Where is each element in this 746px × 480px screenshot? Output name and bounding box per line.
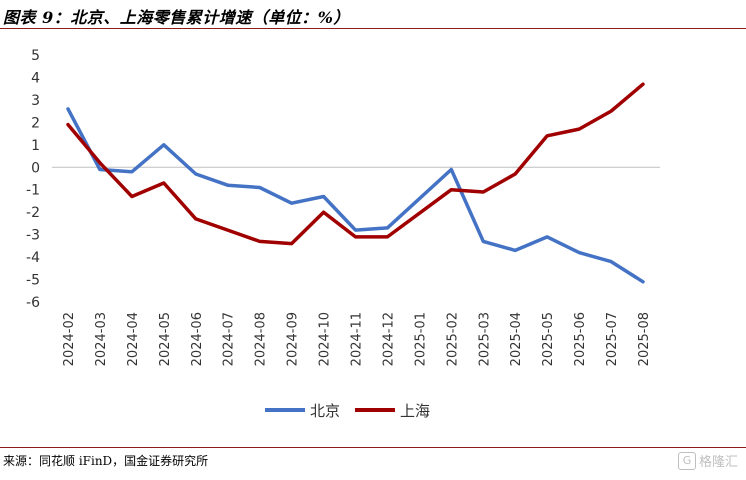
- watermark-logo-icon: G: [677, 451, 696, 470]
- x-tick-label: 2024-02: [62, 312, 77, 366]
- y-tick-label: 4: [31, 70, 40, 86]
- y-tick-label: -1: [26, 183, 40, 199]
- bottom-rule: [0, 447, 746, 448]
- legend: 北京 上海: [265, 402, 430, 420]
- x-tick-label: 2025-04: [509, 312, 524, 366]
- x-tick-label: 2024-12: [381, 312, 396, 366]
- x-axis-ticks: 2024-02 2024-03 2024-04 2024-05 2024-06 2024-…: [62, 312, 652, 366]
- x-tick-label: 2025-01: [413, 312, 428, 366]
- y-tick-label: -3: [26, 228, 40, 244]
- x-tick-label: 2024-08: [254, 312, 269, 366]
- x-tick-label: 2025-07: [605, 312, 620, 366]
- x-tick-label: 2024-11: [350, 312, 365, 366]
- legend-label: 北京: [310, 402, 340, 420]
- x-tick-label: 2025-03: [477, 312, 492, 366]
- source-note: 来源：同花顺 iFinD，国金证券研究所: [3, 454, 209, 468]
- y-tick-label: 2: [31, 115, 40, 131]
- x-tick-label: 2024-09: [286, 312, 301, 366]
- y-tick-label: 3: [31, 93, 40, 109]
- series-lines: [66, 82, 645, 284]
- x-tick-label: 2025-06: [573, 312, 588, 366]
- legend-label: 上海: [400, 402, 430, 420]
- y-tick-label: -2: [26, 205, 40, 221]
- x-tick-label: 2024-05: [158, 312, 173, 366]
- x-tick-label: 2024-10: [318, 312, 333, 366]
- x-tick-label: 2024-03: [94, 312, 109, 366]
- series-line-beijing: [66, 107, 645, 284]
- y-axis-ticks: 5 4 3 2 1 0 -1 -2 -3 -4 -5 -6: [26, 48, 40, 311]
- x-tick-label: 2024-04: [126, 312, 141, 366]
- y-tick-label: -4: [26, 250, 40, 266]
- series-line-shanghai: [66, 82, 645, 246]
- figure-title: 图表 9：北京、上海零售累计增速（单位：%）: [3, 8, 350, 27]
- y-tick-label: 1: [31, 138, 40, 154]
- x-tick-label: 2025-08: [637, 312, 652, 366]
- x-tick-label: 2025-02: [445, 312, 460, 366]
- x-tick-label: 2024-07: [222, 312, 237, 366]
- y-tick-label: -6: [26, 295, 40, 311]
- x-tick-label: 2025-05: [541, 312, 556, 366]
- y-tick-label: 0: [31, 160, 40, 176]
- x-tick-label: 2024-06: [190, 312, 205, 366]
- top-rule: [0, 28, 746, 29]
- y-tick-label: 5: [31, 48, 40, 64]
- watermark-text: 格隆汇: [698, 455, 738, 470]
- chart-area: 5 4 3 2 1 0 -1 -2 -3 -4 -5 -6 2024-02 2024-03 2024-04…: [26, 48, 660, 420]
- watermark: G 格隆汇: [677, 451, 738, 470]
- y-tick-label: -5: [26, 273, 40, 289]
